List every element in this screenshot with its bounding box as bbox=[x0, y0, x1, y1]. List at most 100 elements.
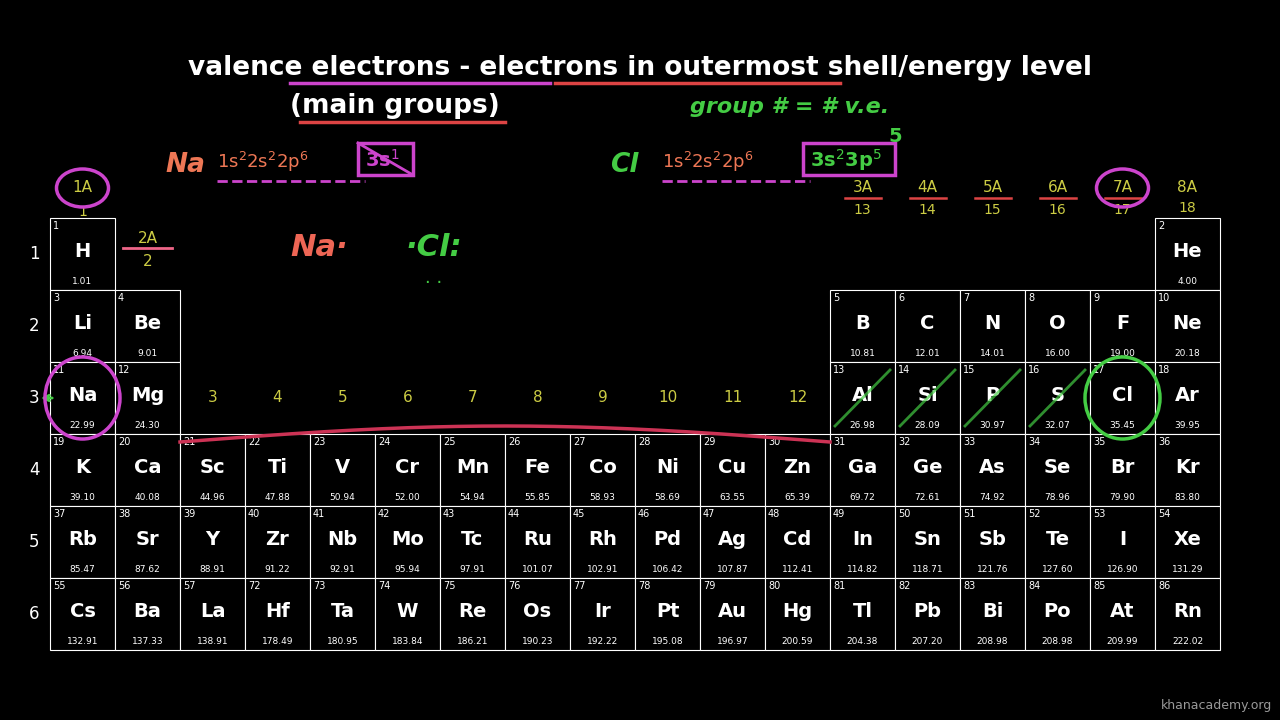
Text: Cs: Cs bbox=[69, 603, 96, 621]
Text: 54.94: 54.94 bbox=[460, 493, 485, 502]
Text: 58.69: 58.69 bbox=[654, 493, 681, 502]
Text: Te: Te bbox=[1046, 531, 1070, 549]
Text: 3: 3 bbox=[52, 293, 59, 303]
Text: F: F bbox=[1116, 315, 1129, 333]
Text: 20.18: 20.18 bbox=[1175, 349, 1201, 358]
Text: Tl: Tl bbox=[852, 603, 873, 621]
Text: 132.91: 132.91 bbox=[67, 637, 99, 646]
Bar bbox=[570, 434, 635, 506]
Bar bbox=[895, 578, 960, 650]
Text: 35: 35 bbox=[1093, 437, 1106, 447]
Text: 55: 55 bbox=[52, 581, 65, 591]
Text: Br: Br bbox=[1110, 459, 1134, 477]
Text: He: He bbox=[1172, 243, 1202, 261]
Text: 76: 76 bbox=[508, 581, 521, 591]
Text: 22: 22 bbox=[248, 437, 261, 447]
Text: 45: 45 bbox=[573, 509, 585, 519]
Text: (main groups): (main groups) bbox=[291, 93, 500, 119]
Text: 78: 78 bbox=[637, 581, 650, 591]
Text: 34: 34 bbox=[1028, 437, 1041, 447]
Bar bbox=[50, 506, 115, 578]
Text: 73: 73 bbox=[314, 581, 325, 591]
Bar bbox=[1025, 506, 1091, 578]
Bar bbox=[635, 578, 700, 650]
Text: Sr: Sr bbox=[136, 531, 159, 549]
Bar bbox=[895, 506, 960, 578]
Text: 19.00: 19.00 bbox=[1110, 349, 1135, 358]
Text: 74: 74 bbox=[378, 581, 390, 591]
Bar bbox=[765, 578, 829, 650]
Text: 186.21: 186.21 bbox=[457, 637, 488, 646]
Text: 37: 37 bbox=[52, 509, 65, 519]
Text: C: C bbox=[920, 315, 934, 333]
Text: 1.01: 1.01 bbox=[73, 277, 92, 286]
Text: N: N bbox=[984, 315, 1001, 333]
Bar bbox=[375, 434, 440, 506]
Text: 6.94: 6.94 bbox=[73, 349, 92, 358]
Text: 87.62: 87.62 bbox=[134, 565, 160, 574]
Text: 102.91: 102.91 bbox=[586, 565, 618, 574]
Text: 5: 5 bbox=[338, 390, 347, 405]
Text: Ba: Ba bbox=[133, 603, 161, 621]
Text: Ne: Ne bbox=[1172, 315, 1202, 333]
Text: 208.98: 208.98 bbox=[1042, 637, 1073, 646]
Text: K: K bbox=[76, 459, 90, 477]
Text: 25: 25 bbox=[443, 437, 456, 447]
Bar bbox=[244, 506, 310, 578]
Text: 33: 33 bbox=[963, 437, 975, 447]
Text: 4: 4 bbox=[28, 461, 40, 479]
Text: Tc: Tc bbox=[461, 531, 484, 549]
Bar bbox=[115, 506, 180, 578]
Text: 9: 9 bbox=[598, 390, 608, 405]
Text: Hg: Hg bbox=[782, 603, 813, 621]
Bar bbox=[829, 290, 895, 362]
Bar bbox=[115, 578, 180, 650]
Text: P: P bbox=[986, 387, 1000, 405]
Bar bbox=[115, 290, 180, 362]
Text: 138.91: 138.91 bbox=[197, 637, 228, 646]
Bar bbox=[765, 434, 829, 506]
Text: Co: Co bbox=[589, 459, 617, 477]
Text: 22.99: 22.99 bbox=[69, 421, 95, 430]
Text: Fe: Fe bbox=[525, 459, 550, 477]
Bar bbox=[1025, 362, 1091, 434]
Text: 10: 10 bbox=[658, 390, 677, 405]
Text: 27: 27 bbox=[573, 437, 585, 447]
Bar bbox=[1091, 290, 1155, 362]
Text: 74.92: 74.92 bbox=[979, 493, 1005, 502]
Bar bbox=[1025, 290, 1091, 362]
Bar bbox=[1025, 434, 1091, 506]
Text: Au: Au bbox=[718, 603, 748, 621]
Text: 82: 82 bbox=[899, 581, 910, 591]
Text: 8A: 8A bbox=[1178, 181, 1198, 196]
Text: 7A: 7A bbox=[1112, 181, 1133, 196]
Text: 207.20: 207.20 bbox=[911, 637, 943, 646]
Text: 46: 46 bbox=[637, 509, 650, 519]
Text: 81: 81 bbox=[833, 581, 845, 591]
Text: 18: 18 bbox=[1179, 201, 1197, 215]
Text: Ni: Ni bbox=[657, 459, 678, 477]
Bar bbox=[895, 362, 960, 434]
Text: 13: 13 bbox=[854, 203, 872, 217]
Text: Po: Po bbox=[1043, 603, 1071, 621]
Bar bbox=[244, 578, 310, 650]
Text: Ag: Ag bbox=[718, 531, 748, 549]
Text: 16: 16 bbox=[1048, 203, 1066, 217]
Text: 12: 12 bbox=[118, 365, 131, 375]
Text: 83.80: 83.80 bbox=[1175, 493, 1201, 502]
Text: 14: 14 bbox=[899, 365, 910, 375]
Text: Nb: Nb bbox=[328, 531, 357, 549]
Text: 47: 47 bbox=[703, 509, 716, 519]
Text: H: H bbox=[74, 243, 91, 261]
Text: Ga: Ga bbox=[847, 459, 877, 477]
Text: 39.10: 39.10 bbox=[69, 493, 96, 502]
Text: 5: 5 bbox=[28, 533, 40, 551]
Bar bbox=[1091, 362, 1155, 434]
Text: 51: 51 bbox=[963, 509, 975, 519]
Text: 178.49: 178.49 bbox=[261, 637, 293, 646]
Bar bbox=[115, 362, 180, 434]
Text: 8: 8 bbox=[532, 390, 543, 405]
Text: 49: 49 bbox=[833, 509, 845, 519]
Text: 15: 15 bbox=[984, 203, 1001, 217]
Text: 107.87: 107.87 bbox=[717, 565, 749, 574]
